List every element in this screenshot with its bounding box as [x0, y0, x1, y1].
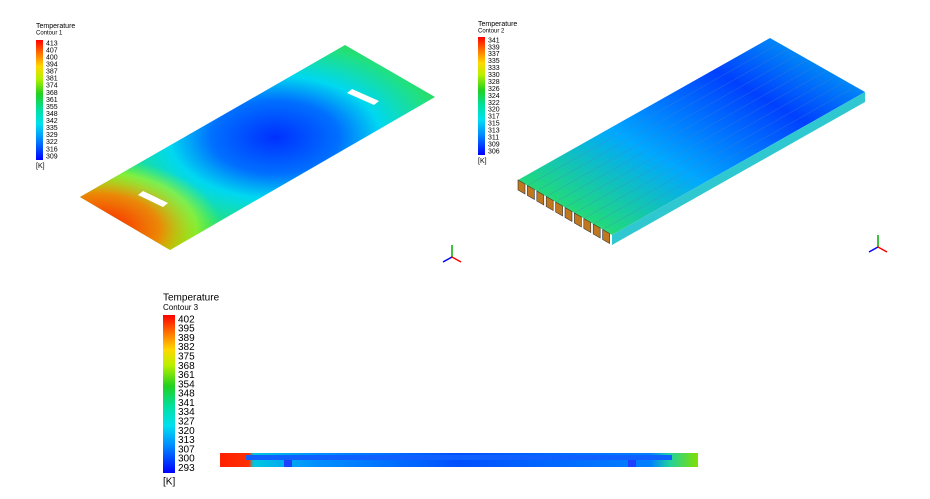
colorbar-label: 324: [488, 93, 500, 100]
contour-1-plot: [80, 45, 435, 250]
legend-subtitle: Contour 3: [163, 303, 199, 312]
legend-subtitle: Contour 1: [36, 31, 63, 37]
legend-subtitle: Contour 2: [478, 29, 505, 35]
colorbar-label: 335: [488, 58, 500, 65]
axis-triad: [442, 245, 462, 263]
colorbar-label: 348: [46, 111, 58, 118]
colorbar-label: 322: [46, 139, 58, 146]
colorbar-label: 375: [178, 351, 195, 362]
section-rib: [284, 460, 292, 467]
colorbar-label: 322: [488, 100, 500, 107]
colorbar-label: 311: [488, 134, 499, 141]
colorbar-label: 328: [488, 79, 500, 86]
colorbar-label: 330: [488, 72, 500, 79]
section-rib: [628, 460, 636, 467]
legend-unit: [K]: [36, 163, 45, 170]
colorbar-label: 316: [46, 146, 58, 153]
colorbar-label: 394: [46, 62, 58, 69]
colorbar-label: 368: [178, 361, 195, 372]
channel-front: [555, 201, 563, 217]
divider: [536, 48, 790, 192]
colorbar-label: 300: [178, 454, 195, 465]
colorbar-label: 361: [178, 370, 195, 381]
colorbar-label: 334: [178, 407, 195, 418]
colorbar-label: 309: [46, 153, 58, 160]
colorbar-label: 374: [46, 83, 58, 90]
legend-title: Temperature: [36, 23, 75, 30]
colorbar-label: 335: [46, 125, 58, 132]
colorbar-label: 400: [46, 54, 58, 61]
legend-unit: [K]: [163, 477, 175, 488]
colorbar-label: 313: [488, 128, 500, 135]
divider: [602, 86, 856, 230]
legend-unit: [K]: [478, 158, 487, 165]
section-channel: [246, 455, 672, 460]
colorbar-label: 342: [46, 118, 58, 125]
axis-triad: [868, 235, 888, 253]
slot: [138, 191, 168, 207]
legend-title: Temperature: [163, 293, 220, 304]
divider: [574, 70, 828, 214]
channel-front: [583, 217, 592, 234]
colorbar-label: 402: [178, 314, 195, 325]
colorbar-label: 368: [46, 90, 58, 97]
colorbar-label: 354: [178, 379, 195, 390]
colorbar-label: 315: [488, 121, 500, 128]
channel-front: [602, 228, 610, 245]
colorbar: [163, 315, 175, 473]
colorbar-label: 329: [46, 132, 58, 139]
colorbar-label: 341: [488, 37, 500, 44]
channel-front: [536, 190, 545, 206]
colorbar-label: 307: [178, 444, 195, 455]
divider: [583, 75, 837, 219]
colorbar-label: 293: [178, 463, 195, 474]
colorbar-label: 320: [488, 107, 500, 114]
colorbar-label: 361: [46, 97, 58, 104]
colorbar-label: 381: [46, 76, 58, 83]
channel-fronts: [517, 179, 610, 245]
divider: [564, 64, 818, 208]
colorbar-label: 395: [178, 324, 195, 335]
channel-front: [517, 179, 526, 195]
colorbar-label: 309: [488, 141, 500, 148]
colorbar-label: 333: [488, 65, 500, 72]
divider: [555, 59, 809, 203]
colorbar-label: 320: [178, 426, 195, 437]
colorbar-label: 313: [178, 435, 195, 446]
colorbar-label: 327: [178, 417, 195, 428]
colorbar-label: 348: [178, 389, 195, 400]
channel-dividers: [527, 43, 856, 230]
colorbar-label: 317: [488, 114, 500, 121]
divider: [527, 43, 780, 186]
colorbar-label: 387: [46, 69, 58, 76]
colorbar-label: 326: [488, 86, 500, 93]
contour-3-plot: [220, 453, 698, 467]
colorbar-label: 337: [488, 51, 500, 58]
colorbar-label: 413: [46, 40, 58, 47]
contour-2-plot: [517, 38, 865, 245]
divider: [546, 53, 799, 197]
colorbar-label: 339: [488, 44, 500, 51]
channel-front: [592, 223, 601, 239]
colorbar-label: 355: [46, 104, 58, 111]
colorbar: [478, 37, 485, 155]
channel-front: [574, 212, 582, 228]
colorbar-label: 389: [178, 333, 195, 344]
slot: [347, 89, 379, 105]
colorbar: [36, 40, 43, 160]
colorbar-label: 407: [46, 47, 58, 54]
channel-front: [545, 195, 554, 212]
colorbar-label: 382: [178, 342, 195, 353]
channel-front: [564, 206, 573, 223]
legend-title: Temperature: [478, 21, 517, 28]
colorbar-label: 341: [178, 398, 195, 409]
channels-side: [612, 92, 865, 245]
divider: [593, 80, 847, 225]
plate-hot-zone: [80, 45, 435, 250]
colorbar-label: 306: [488, 148, 500, 155]
channel-front: [527, 184, 535, 201]
